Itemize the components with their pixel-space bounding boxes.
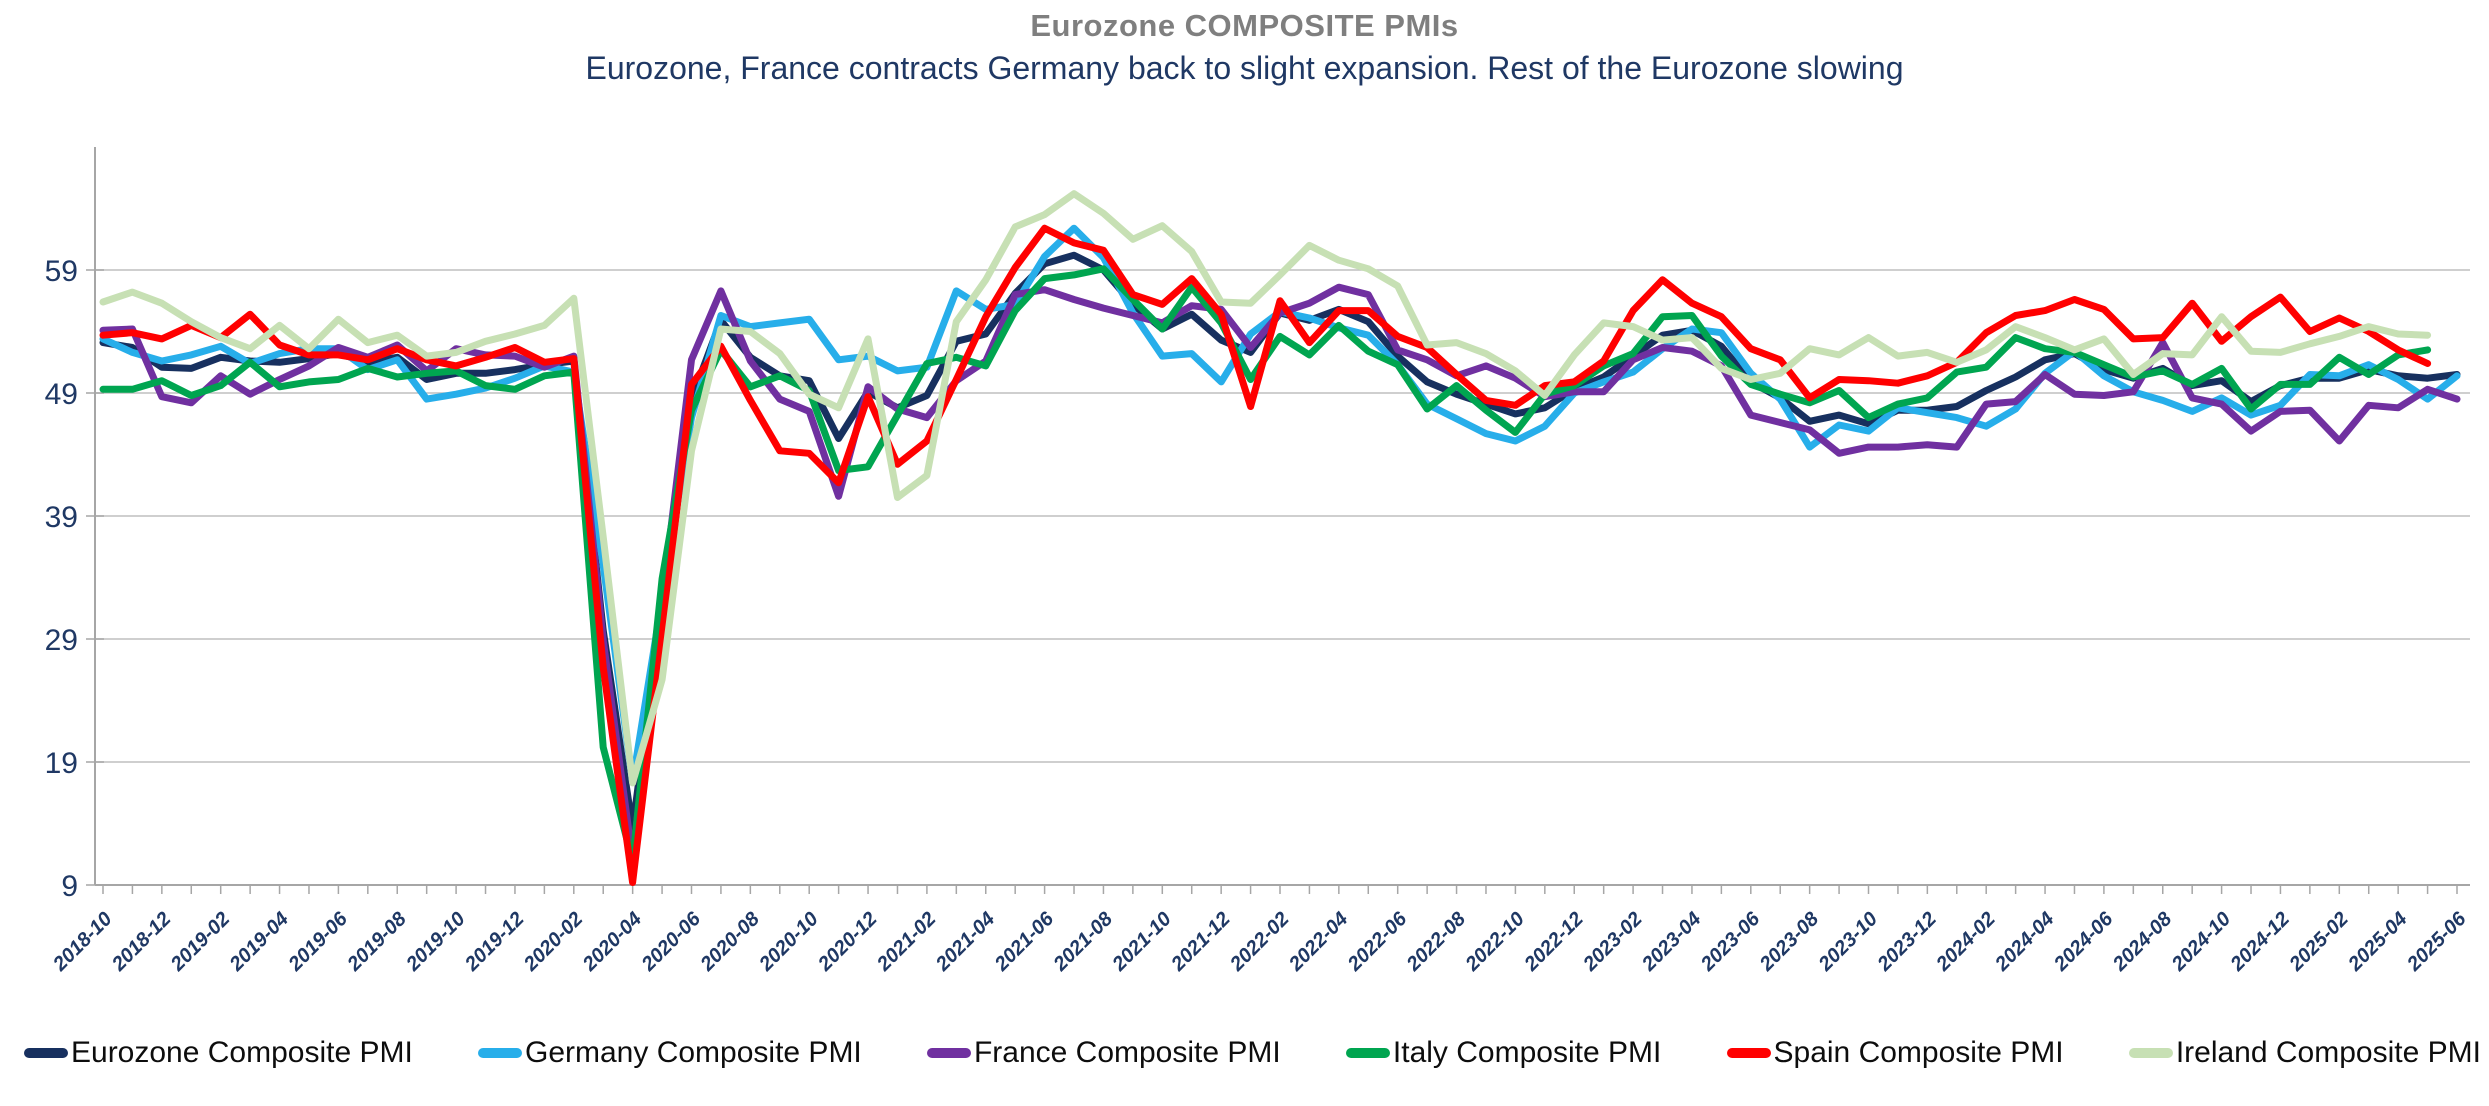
x-axis-tick-label: 2020-12 — [813, 908, 881, 976]
y-axis-tick-label: 9 — [61, 870, 78, 903]
y-axis-tick-label: 29 — [45, 624, 78, 657]
legend-color-marker — [1726, 1048, 1771, 1058]
x-axis-tick-label: 2021-08 — [1049, 907, 1118, 976]
legend-color-marker — [1345, 1048, 1390, 1058]
x-axis-tick-label: 2020-10 — [755, 908, 823, 976]
x-axis-tick-label: 2021-12 — [1167, 908, 1235, 976]
y-axis-tick-label: 39 — [45, 501, 78, 534]
x-axis-tick-label: 2018-12 — [107, 908, 175, 976]
x-axis-tick-label: 2020-06 — [637, 907, 706, 976]
x-axis-tick-label: 2024-10 — [2167, 908, 2235, 976]
legend-item-eurozone: Eurozone Composite PMI — [24, 1036, 413, 1070]
x-axis-tick-label: 2024-02 — [1932, 908, 2000, 976]
legend-label: Germany Composite PMI — [525, 1036, 862, 1069]
legend-color-marker — [478, 1048, 522, 1058]
x-axis-tick-label: 2019-10 — [401, 908, 469, 976]
x-axis-tick-label: 2023-06 — [1696, 907, 1765, 976]
x-axis-tick-label: 2022-08 — [1402, 907, 1471, 976]
x-axis-tick-label: 2019-06 — [284, 907, 353, 976]
y-axis-tick-label: 49 — [45, 378, 78, 411]
legend-color-marker — [2128, 1048, 2173, 1058]
x-axis-tick-label: 2023-04 — [1637, 908, 1705, 976]
x-axis-tick-label: 2024-12 — [2226, 908, 2294, 976]
x-axis-tick-label: 2021-04 — [931, 908, 999, 976]
legend-item-france: France Composite PMI — [926, 1036, 1281, 1070]
legend-item-spain: Spain Composite PMI — [1726, 1036, 2064, 1070]
legend-label: Ireland Composite PMI — [2175, 1036, 2481, 1069]
legend-label: France Composite PMI — [973, 1036, 1281, 1069]
legend-label: Eurozone Composite PMI — [71, 1036, 413, 1069]
x-axis-tick-label: 2022-04 — [1284, 908, 1352, 976]
x-axis-tick-label: 2022-10 — [1461, 908, 1529, 976]
x-axis-tick-label: 2024-06 — [2049, 907, 2118, 976]
x-axis-tick-label: 2019-12 — [460, 908, 528, 976]
x-axis-tick-label: 2022-02 — [1225, 908, 1293, 976]
y-axis-tick-label: 59 — [45, 255, 78, 288]
series-line-spain — [99, 224, 2432, 886]
x-axis-tick-label: 2019-02 — [166, 908, 234, 976]
legend-item-ireland: Ireland Composite PMI — [2128, 1036, 2481, 1070]
x-axis-tick-label: 2021-02 — [872, 908, 940, 976]
x-axis-tick-label: 2024-04 — [1990, 908, 2058, 976]
x-axis-tick-label: 2018-10 — [48, 908, 116, 976]
x-axis-tick-label: 2025-02 — [2285, 908, 2353, 976]
x-axis-tick-label: 2022-06 — [1343, 907, 1412, 976]
legend-item-germany: Germany Composite PMI — [478, 1036, 862, 1070]
x-axis-tick-label: 2023-10 — [1814, 908, 1882, 976]
chart-subtitle: Eurozone, France contracts Germany back … — [585, 50, 1904, 86]
x-axis-tick-label: 2020-04 — [578, 908, 646, 976]
x-axis-tick-label: 2024-08 — [2108, 907, 2177, 976]
chart-title: Eurozone COMPOSITE PMIs — [1030, 8, 1459, 43]
x-axis-tick-label: 2020-08 — [696, 907, 765, 976]
x-axis-tick-label: 2022-12 — [1520, 908, 1588, 976]
legend-label: Italy Composite PMI — [1392, 1036, 1662, 1069]
x-axis-tick-label: 2025-06 — [2402, 907, 2471, 976]
x-axis-tick-label: 2023-08 — [1755, 907, 1824, 976]
series-line-ireland — [99, 190, 2432, 787]
x-axis-tick-label: 2019-08 — [343, 907, 412, 976]
x-axis-tick-label: 2019-04 — [225, 908, 293, 976]
y-axis-tick-label: 19 — [45, 747, 78, 780]
x-axis-tick-label: 2023-02 — [1578, 908, 1646, 976]
x-axis-tick-label: 2021-10 — [1108, 908, 1176, 976]
legend-item-italy: Italy Composite PMI — [1345, 1036, 1662, 1070]
x-axis-tick-label: 2020-02 — [519, 908, 587, 976]
legend-color-marker — [926, 1048, 971, 1058]
x-axis-tick-label: 2023-12 — [1873, 908, 1941, 976]
legend-label: Spain Composite PMI — [1773, 1036, 2064, 1069]
legend-color-marker — [24, 1048, 68, 1058]
x-axis-tick-label: 2021-06 — [990, 907, 1059, 976]
legend: Eurozone Composite PMI Germany Composite … — [24, 1030, 2481, 1076]
x-axis-tick-label: 2025-04 — [2344, 908, 2412, 976]
